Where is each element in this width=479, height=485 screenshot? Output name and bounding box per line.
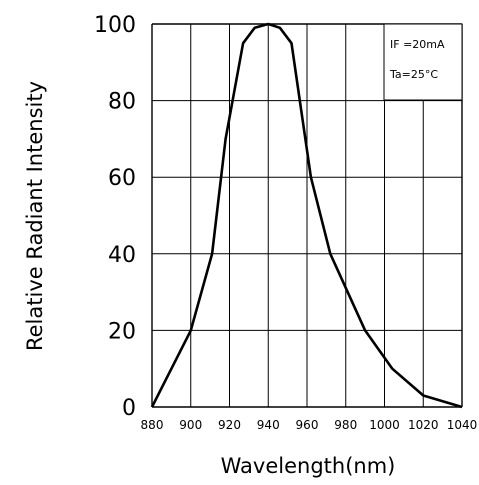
- grid: [151, 23, 463, 408]
- annotation-current: IF =20mA: [390, 38, 445, 51]
- y-tick-label: 80: [108, 90, 136, 115]
- x-tick-label: 880: [141, 418, 164, 432]
- x-tick-label: 920: [218, 418, 241, 432]
- x-tick-label: 1020: [408, 418, 439, 432]
- x-tick-label: 1040: [447, 418, 478, 432]
- x-tick-label: 940: [257, 418, 280, 432]
- annotation-box: [383, 23, 463, 101]
- x-tick-label: 960: [296, 418, 319, 432]
- x-axis-label: Wavelength(nm): [221, 454, 396, 478]
- y-tick-label: 0: [122, 396, 136, 421]
- x-tick-label: 1000: [369, 418, 400, 432]
- annotation-temperature: Ta=25°C: [389, 68, 438, 81]
- y-axis-label: Relative Radiant Intensity: [23, 81, 47, 351]
- tick-labels: 880 900 920 940 960 980 1000 1020 1040 0 20 40 60 80 1…: [94, 13, 477, 432]
- y-tick-label: 20: [108, 319, 136, 344]
- y-tick-label: 100: [94, 13, 136, 38]
- y-tick-label: 40: [108, 243, 136, 268]
- y-tick-label: 60: [108, 166, 136, 191]
- x-tick-label: 900: [179, 418, 202, 432]
- x-tick-label: 980: [334, 418, 357, 432]
- series-line: [150, 22, 463, 409]
